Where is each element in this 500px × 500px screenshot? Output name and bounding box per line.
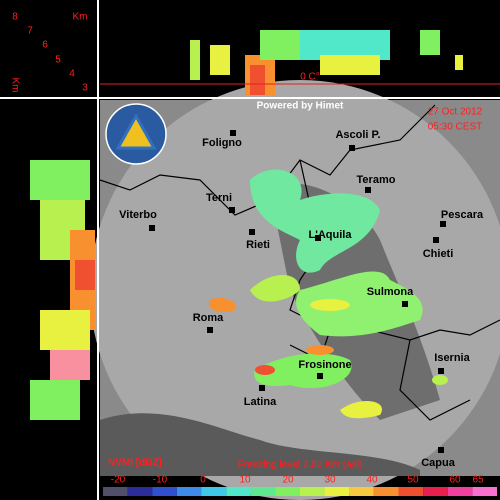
scale-swatch — [398, 487, 424, 496]
city-marker — [365, 187, 371, 193]
city-marker — [315, 235, 321, 241]
height-unit: Km — [73, 12, 88, 23]
scale-label: 30 — [324, 475, 336, 486]
city-marker — [402, 301, 408, 307]
height-tick: 7 — [27, 26, 33, 37]
city-label: Ascoli P. — [335, 129, 380, 141]
city-label: Teramo — [357, 174, 396, 186]
city-label: Roma — [193, 312, 224, 324]
height-profile-top — [190, 30, 463, 95]
scale-swatch — [176, 487, 202, 496]
scale-swatch — [472, 487, 497, 496]
height-tick: 6 — [42, 40, 48, 51]
scale-swatch — [349, 487, 374, 496]
city-marker — [317, 373, 323, 379]
height-tick: 4 — [69, 69, 75, 80]
height-tick: 8 — [12, 12, 18, 23]
scale-swatch — [201, 487, 227, 496]
radar-echoes — [209, 169, 448, 419]
scale-swatch — [275, 487, 300, 496]
city-marker — [349, 145, 355, 151]
city-label: Foligno — [202, 137, 242, 149]
scale-label: 0 — [200, 475, 206, 486]
scale-swatch — [324, 487, 350, 496]
city-label: Latina — [244, 396, 277, 408]
city-label: L'Aquila — [309, 229, 353, 241]
city-marker — [149, 225, 155, 231]
scale-label: -20 — [111, 475, 126, 486]
city-label: Capua — [421, 457, 456, 469]
legend-title: NVMI [dBZ] — [108, 458, 162, 469]
city-marker — [207, 327, 213, 333]
logo-triangle — [115, 112, 157, 150]
scale-label: -10 — [153, 475, 168, 486]
city-label: Sulmona — [367, 286, 414, 298]
freezing-marker: 0 C° — [300, 72, 320, 83]
city-marker — [259, 385, 265, 391]
scale-swatch — [373, 487, 399, 496]
scale-swatch — [226, 487, 251, 496]
city-label: Terni — [206, 192, 232, 204]
scale-label: 60 — [449, 475, 461, 486]
city-marker — [438, 368, 444, 374]
city-marker — [438, 447, 444, 453]
scale-swatch — [300, 487, 325, 496]
city-marker — [230, 130, 236, 136]
height-tick: 3 — [82, 83, 88, 94]
scale-swatch — [423, 487, 448, 496]
height-profile-left — [30, 160, 95, 420]
scale-label: 20 — [282, 475, 294, 486]
scale-label: 40 — [366, 475, 378, 486]
credit: Powered by Himet — [257, 101, 344, 112]
scale-swatch — [103, 487, 128, 496]
city-label: Pescara — [441, 209, 484, 221]
city-label: Rieti — [246, 239, 270, 251]
freezing-level: Freezing level 2.80 Km (asl) — [238, 460, 363, 471]
city-marker — [440, 221, 446, 227]
city-label: Chieti — [423, 248, 454, 260]
height-tick: 5 — [55, 55, 61, 66]
height-unit: Km — [9, 78, 20, 93]
scale-swatch — [152, 487, 177, 496]
sea — [100, 413, 420, 476]
scale-label: 10 — [239, 475, 251, 486]
city-label: Isernia — [434, 352, 470, 364]
scale-swatch — [447, 487, 473, 496]
date: 27 Oct 2012 — [428, 107, 483, 118]
city-marker — [433, 237, 439, 243]
scale-label: 50 — [407, 475, 419, 486]
city-label: Viterbo — [119, 209, 157, 221]
scale-swatch — [250, 487, 276, 496]
city-label: Frosinone — [298, 359, 351, 371]
city-marker — [249, 229, 255, 235]
scale-swatch — [127, 487, 153, 496]
time: 05:30 CEST — [428, 122, 482, 133]
city-marker — [229, 207, 235, 213]
scale-label: 65 — [472, 475, 484, 486]
